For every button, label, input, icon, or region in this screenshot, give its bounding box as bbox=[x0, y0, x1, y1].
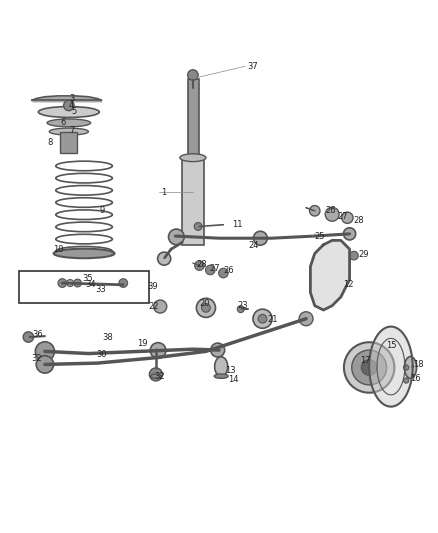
Circle shape bbox=[299, 312, 313, 326]
Text: 13: 13 bbox=[226, 366, 236, 375]
Circle shape bbox=[187, 70, 198, 80]
Text: 26: 26 bbox=[325, 206, 336, 215]
Text: 28: 28 bbox=[196, 260, 207, 269]
Text: 37: 37 bbox=[247, 62, 258, 71]
Ellipse shape bbox=[47, 119, 91, 127]
Ellipse shape bbox=[49, 128, 88, 135]
Text: 32: 32 bbox=[155, 372, 165, 381]
Text: 3: 3 bbox=[69, 94, 74, 103]
Circle shape bbox=[35, 342, 54, 361]
Text: 11: 11 bbox=[232, 220, 243, 229]
Text: 16: 16 bbox=[410, 374, 421, 383]
Circle shape bbox=[150, 343, 166, 358]
Circle shape bbox=[58, 279, 67, 287]
Text: 22: 22 bbox=[148, 302, 159, 311]
Circle shape bbox=[310, 206, 320, 216]
Text: 23: 23 bbox=[237, 301, 248, 310]
Bar bbox=[187, 79, 198, 158]
Text: 12: 12 bbox=[343, 280, 353, 289]
Text: 39: 39 bbox=[147, 282, 158, 292]
Text: 14: 14 bbox=[228, 375, 238, 384]
Text: 1: 1 bbox=[162, 188, 167, 197]
Text: 29: 29 bbox=[358, 250, 369, 259]
Ellipse shape bbox=[215, 357, 228, 376]
Circle shape bbox=[219, 268, 228, 278]
Text: 4: 4 bbox=[69, 101, 74, 110]
Circle shape bbox=[343, 228, 356, 240]
Circle shape bbox=[149, 368, 162, 381]
Circle shape bbox=[74, 279, 81, 287]
Text: 27: 27 bbox=[338, 212, 349, 221]
Ellipse shape bbox=[404, 357, 417, 378]
Text: 9: 9 bbox=[99, 206, 105, 215]
Circle shape bbox=[36, 356, 53, 373]
Text: 10: 10 bbox=[53, 246, 63, 254]
Circle shape bbox=[169, 229, 184, 245]
Circle shape bbox=[352, 350, 387, 385]
Circle shape bbox=[201, 303, 210, 312]
Text: 5: 5 bbox=[71, 107, 76, 116]
Circle shape bbox=[23, 332, 34, 342]
Circle shape bbox=[344, 342, 394, 393]
Polygon shape bbox=[369, 327, 413, 407]
Circle shape bbox=[253, 231, 267, 245]
Text: 24: 24 bbox=[248, 241, 259, 250]
Text: 30: 30 bbox=[96, 350, 107, 359]
Text: 6: 6 bbox=[60, 118, 66, 127]
Text: 36: 36 bbox=[32, 330, 42, 339]
Text: 27: 27 bbox=[209, 264, 220, 273]
Circle shape bbox=[253, 309, 272, 328]
Text: 19: 19 bbox=[137, 340, 148, 349]
Text: 33: 33 bbox=[95, 285, 106, 294]
Text: 38: 38 bbox=[102, 333, 113, 342]
Text: 8: 8 bbox=[47, 139, 53, 148]
Ellipse shape bbox=[53, 249, 115, 258]
Circle shape bbox=[205, 265, 215, 275]
Text: 15: 15 bbox=[386, 341, 396, 350]
Circle shape bbox=[258, 314, 267, 323]
Text: 21: 21 bbox=[268, 315, 278, 324]
Circle shape bbox=[403, 365, 409, 370]
Text: 35: 35 bbox=[82, 274, 92, 283]
Text: 7: 7 bbox=[69, 126, 74, 135]
Circle shape bbox=[361, 360, 377, 375]
Circle shape bbox=[194, 261, 204, 270]
Ellipse shape bbox=[151, 374, 161, 378]
Circle shape bbox=[237, 305, 244, 313]
Bar bbox=[60, 133, 77, 154]
Circle shape bbox=[194, 223, 202, 230]
Circle shape bbox=[67, 279, 74, 287]
Circle shape bbox=[211, 343, 225, 357]
Text: 17: 17 bbox=[360, 356, 371, 365]
Text: 26: 26 bbox=[223, 266, 234, 276]
Ellipse shape bbox=[39, 107, 99, 117]
Ellipse shape bbox=[214, 374, 228, 378]
Circle shape bbox=[196, 298, 215, 318]
Text: 28: 28 bbox=[353, 216, 364, 225]
Circle shape bbox=[350, 251, 358, 260]
Circle shape bbox=[158, 252, 171, 265]
Bar bbox=[182, 158, 204, 245]
Ellipse shape bbox=[180, 154, 206, 161]
Bar bbox=[19, 271, 149, 303]
Text: 25: 25 bbox=[315, 231, 325, 240]
Circle shape bbox=[64, 100, 74, 111]
Circle shape bbox=[403, 378, 409, 383]
Text: 20: 20 bbox=[199, 299, 210, 308]
Text: 18: 18 bbox=[413, 360, 424, 369]
Polygon shape bbox=[311, 240, 350, 310]
Circle shape bbox=[342, 212, 353, 223]
Circle shape bbox=[325, 207, 339, 221]
Text: 34: 34 bbox=[85, 280, 96, 289]
Circle shape bbox=[119, 279, 127, 287]
Circle shape bbox=[154, 300, 167, 313]
Text: 32: 32 bbox=[31, 354, 42, 364]
